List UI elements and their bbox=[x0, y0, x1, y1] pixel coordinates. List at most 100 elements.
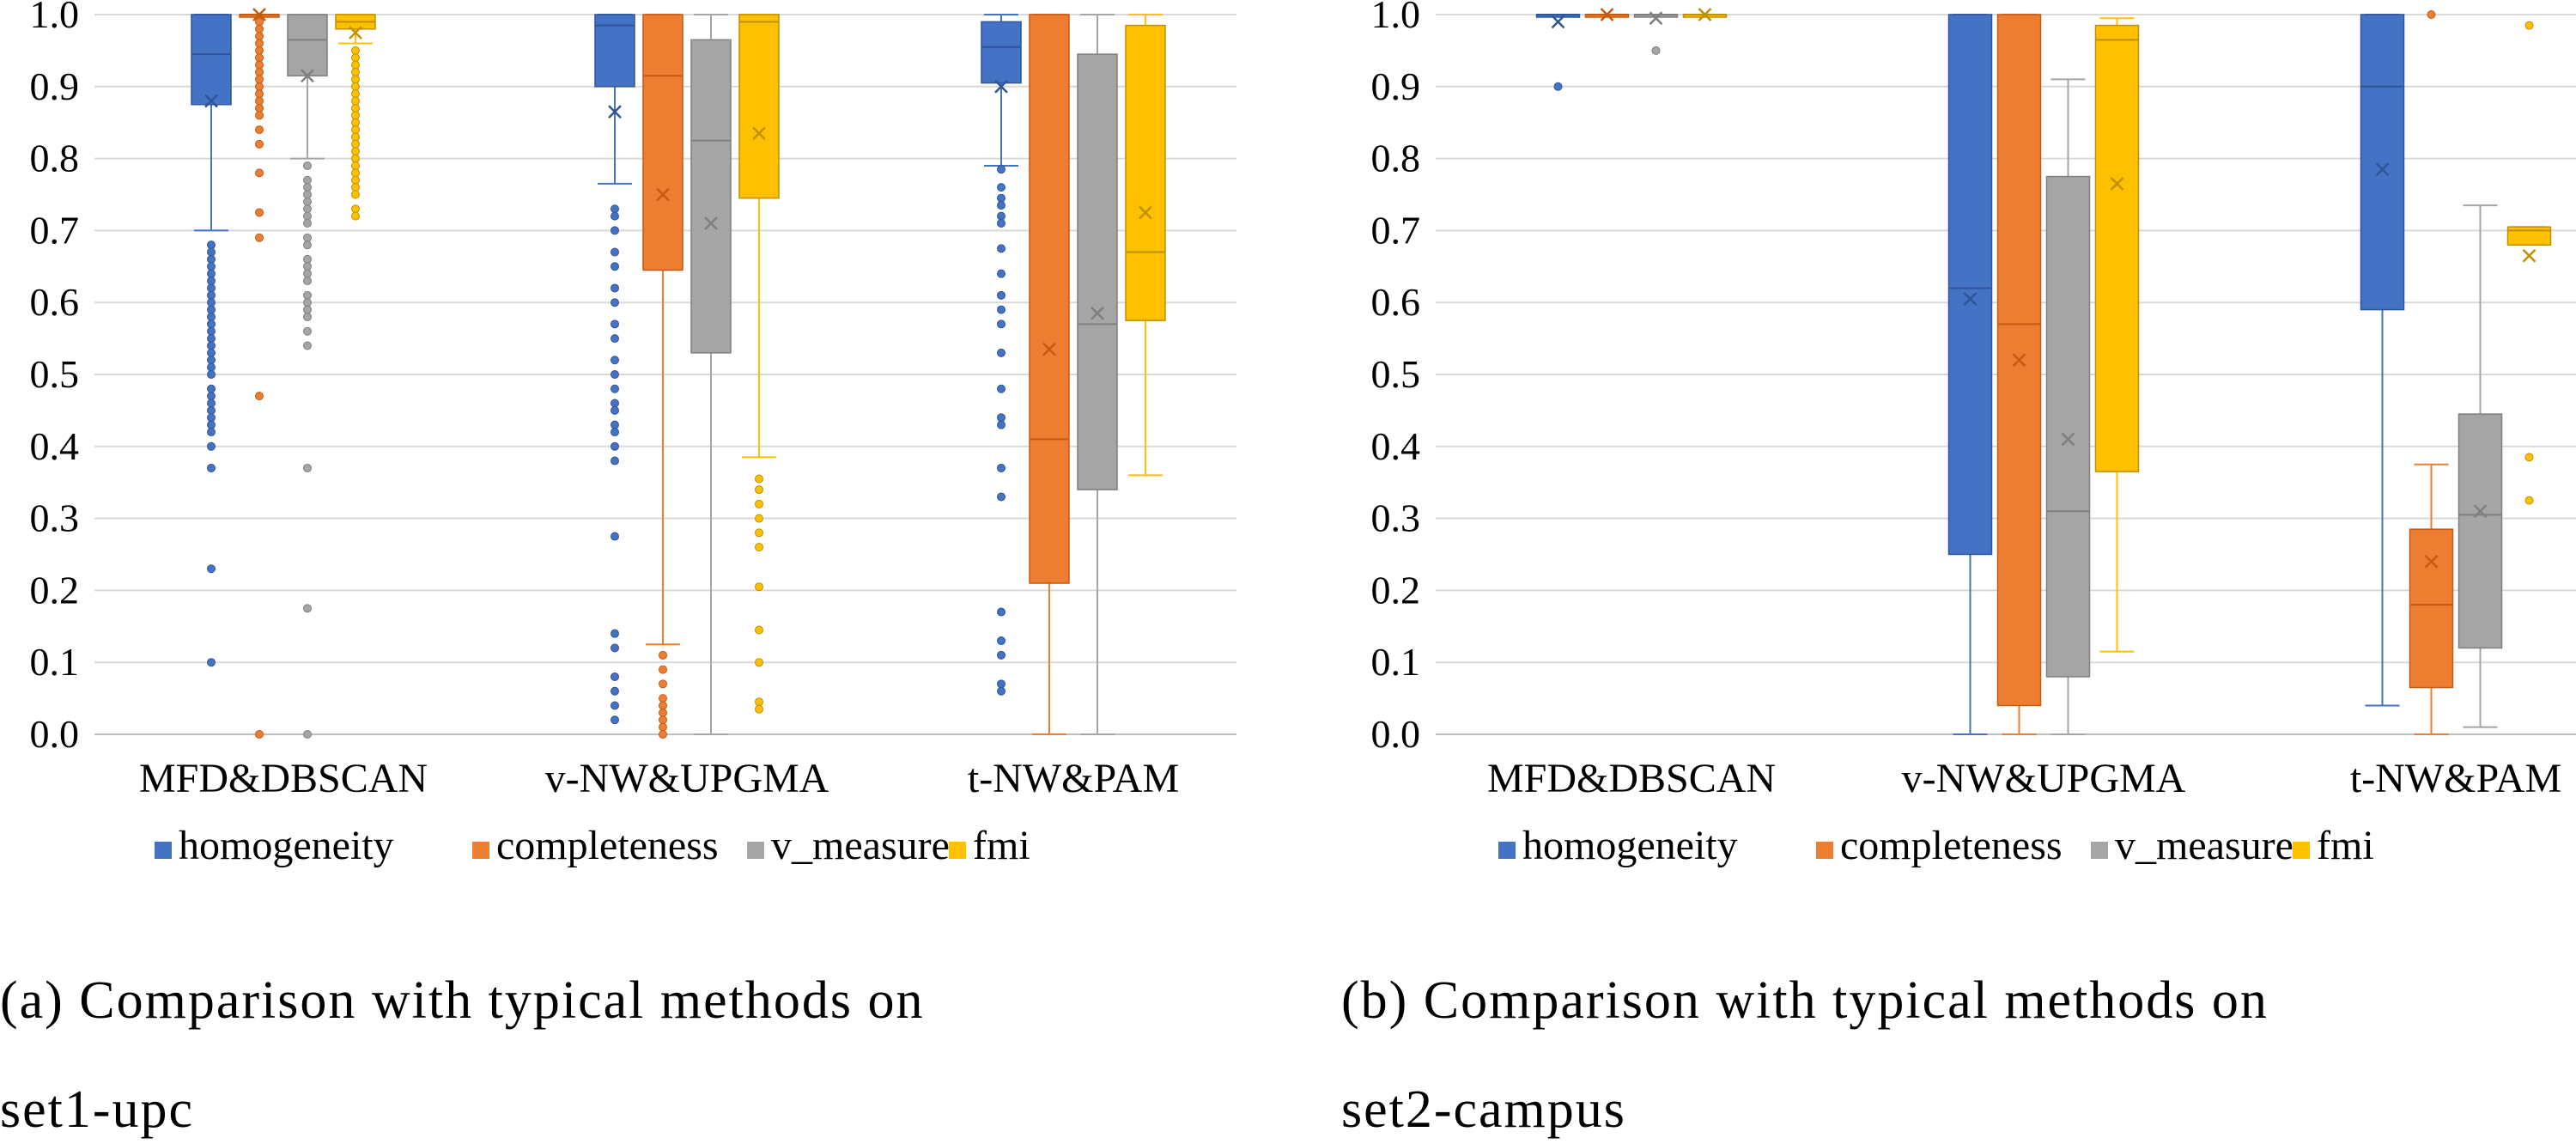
outlier-point bbox=[755, 697, 763, 707]
outlier-point bbox=[997, 348, 1005, 357]
outlier-point bbox=[611, 405, 619, 415]
outlier-point bbox=[255, 168, 264, 178]
y-tick-label: 0.7 bbox=[1371, 208, 1421, 252]
mean-marker bbox=[1963, 292, 1978, 306]
outlier-point bbox=[351, 154, 360, 163]
outlier-point bbox=[207, 441, 216, 451]
outlier-point bbox=[207, 370, 216, 379]
outlier-point bbox=[255, 89, 264, 99]
mean-marker bbox=[349, 26, 362, 40]
outlier-point bbox=[755, 485, 763, 495]
outlier-point bbox=[351, 190, 360, 199]
legend-swatch bbox=[155, 842, 172, 859]
legend-swatch bbox=[2091, 842, 2108, 859]
outlier-point bbox=[611, 629, 619, 638]
y-tick-label: 0.3 bbox=[1371, 496, 1421, 540]
outlier-point bbox=[303, 312, 312, 321]
outlier-point bbox=[997, 686, 1005, 696]
x-category-label: t-NW&PAM bbox=[968, 756, 1179, 801]
outlier-point bbox=[303, 161, 312, 170]
outlier-point bbox=[255, 139, 264, 149]
y-tick-label: 0.9 bbox=[30, 64, 80, 108]
x-category-label: t-NW&PAM bbox=[2350, 756, 2561, 801]
outlier-point bbox=[207, 348, 216, 357]
outlier-point bbox=[997, 463, 1005, 472]
outlier-point bbox=[611, 298, 619, 307]
outlier-point bbox=[207, 298, 216, 307]
outlier-point bbox=[659, 694, 667, 703]
outlier-point bbox=[207, 356, 216, 365]
outlier-point bbox=[351, 82, 360, 91]
outlier-point bbox=[351, 89, 360, 99]
outlier-point bbox=[255, 392, 264, 401]
y-tick-label: 0.7 bbox=[30, 208, 80, 252]
outlier-point bbox=[255, 96, 264, 106]
outlier-point bbox=[351, 75, 360, 84]
legend-swatch bbox=[747, 842, 764, 859]
outlier-point bbox=[207, 384, 216, 393]
outlier-point bbox=[207, 290, 216, 300]
box-fmi bbox=[2506, 226, 2552, 246]
outlier-point bbox=[303, 183, 312, 192]
outlier-point bbox=[207, 392, 216, 401]
outlier-point bbox=[207, 420, 216, 429]
box-v_measure bbox=[2458, 413, 2503, 649]
outlier-point bbox=[351, 111, 360, 120]
outlier-point bbox=[255, 39, 264, 48]
legend-swatch bbox=[2293, 842, 2310, 859]
outlier-point bbox=[207, 341, 216, 350]
outlier-point bbox=[659, 650, 667, 660]
outlier-point bbox=[207, 240, 216, 250]
outlier-point bbox=[755, 704, 763, 714]
mean-marker bbox=[1600, 8, 1614, 21]
outlier-point bbox=[659, 679, 667, 689]
outlier-point bbox=[611, 643, 619, 653]
outlier-point bbox=[997, 636, 1005, 646]
outlier-point bbox=[351, 211, 360, 221]
outlier-point bbox=[755, 528, 763, 538]
outlier-point bbox=[351, 68, 360, 77]
outlier-point bbox=[303, 233, 312, 242]
box-homogeneity bbox=[594, 14, 635, 88]
outlier-point bbox=[997, 269, 1005, 278]
x-category-label: MFD&DBSCAN bbox=[139, 756, 428, 801]
outlier-point bbox=[255, 75, 264, 84]
outlier-point bbox=[611, 532, 619, 541]
outlier-point bbox=[303, 277, 312, 286]
outlier-point bbox=[207, 247, 216, 257]
mean-marker bbox=[252, 8, 266, 21]
mean-marker bbox=[704, 216, 718, 230]
outlier-point bbox=[659, 708, 667, 717]
outlier-point bbox=[351, 103, 360, 113]
outlier-point bbox=[659, 715, 667, 725]
outlier-point bbox=[303, 219, 312, 228]
outlier-point bbox=[255, 68, 264, 77]
outlier-point bbox=[611, 715, 619, 725]
outlier-point bbox=[207, 658, 216, 667]
y-tick-label: 0.8 bbox=[30, 137, 80, 180]
outlier-point bbox=[611, 204, 619, 214]
outlier-point bbox=[255, 233, 264, 242]
outlier-point bbox=[611, 247, 619, 257]
outlier-point bbox=[997, 607, 1005, 617]
outlier-point bbox=[303, 604, 312, 613]
mean-marker bbox=[2522, 248, 2537, 263]
outlier-point bbox=[351, 147, 360, 156]
outlier-point bbox=[351, 60, 360, 70]
outlier-point bbox=[997, 193, 1005, 203]
outlier-point bbox=[351, 132, 360, 142]
mean-marker bbox=[752, 126, 766, 141]
box-completeness bbox=[1029, 14, 1070, 584]
outlier-point bbox=[611, 211, 619, 221]
outlier-point bbox=[207, 283, 216, 293]
mean-marker bbox=[1649, 11, 1663, 26]
outlier-point bbox=[207, 362, 216, 372]
legend-label: completeness bbox=[496, 823, 719, 868]
outlier-point bbox=[303, 197, 312, 206]
outlier-point bbox=[997, 384, 1005, 393]
outlier-point bbox=[997, 244, 1005, 253]
box-homogeneity bbox=[191, 14, 232, 106]
outlier-point bbox=[303, 204, 312, 214]
outlier-point bbox=[1553, 82, 1563, 91]
